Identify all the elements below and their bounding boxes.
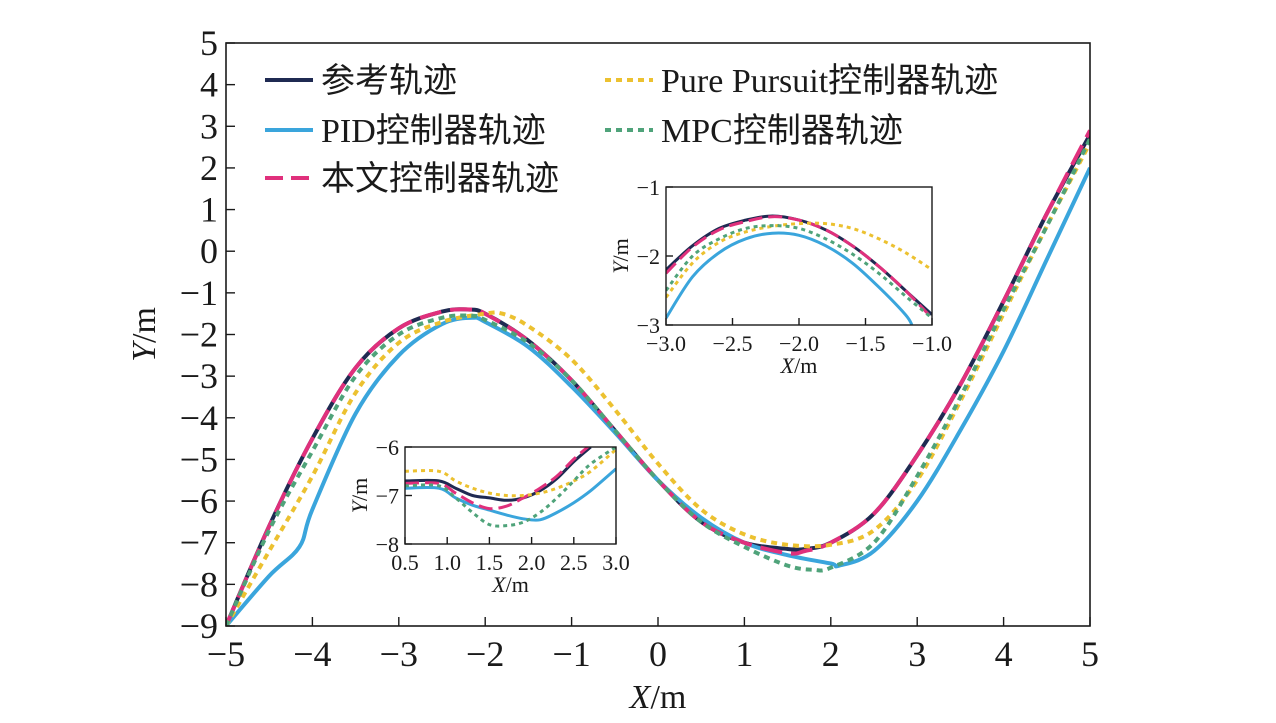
inset-peak-ytick-label: −3 bbox=[637, 313, 660, 338]
main-xtick-label: 4 bbox=[995, 634, 1013, 674]
main-ytick-label: −8 bbox=[180, 564, 218, 604]
main-xtick-label: −5 bbox=[207, 634, 245, 674]
main-ytick-label: 4 bbox=[200, 65, 218, 105]
main-ytick-label: 3 bbox=[200, 106, 218, 146]
main-xtick-label: 0 bbox=[649, 634, 667, 674]
inset-valley-background bbox=[405, 447, 616, 544]
main-ytick-label: 5 bbox=[200, 23, 218, 63]
main-xtick-label: 2 bbox=[822, 634, 840, 674]
inset-peak-y-axis-label: Y/m bbox=[608, 238, 633, 273]
main-ytick-label: 0 bbox=[200, 231, 218, 271]
inset-valley-x-axis-label: X/m bbox=[491, 572, 529, 597]
main-xtick-label: −4 bbox=[293, 634, 331, 674]
main-xtick-label: −1 bbox=[552, 634, 590, 674]
main-line-mpc bbox=[226, 137, 1090, 626]
main-xtick-label: 1 bbox=[735, 634, 753, 674]
inset-valley-ytick-label: −8 bbox=[376, 532, 399, 557]
legend-entry-pid: PID控制器轨迹 bbox=[265, 112, 546, 150]
legend-label-reference: 参考轨迹 bbox=[321, 62, 457, 100]
main-ytick-label: −1 bbox=[180, 273, 218, 313]
inset-peak-xtick-label: −3.0 bbox=[646, 331, 686, 356]
inset-valley-xtick-label: 2.5 bbox=[560, 550, 588, 575]
inset-valley-xtick-label: 0.5 bbox=[391, 550, 419, 575]
inset-valley-line-mpc bbox=[405, 447, 616, 528]
main-ytick-label: 2 bbox=[200, 148, 218, 188]
inset-peak-line-pid bbox=[666, 231, 914, 325]
inset-peak-x-axis-label: X/m bbox=[780, 353, 818, 378]
legend-label-pure-pursuit: Pure Pursuit控制器轨迹 bbox=[661, 62, 998, 100]
main-ytick-label: −2 bbox=[180, 315, 218, 355]
inset-peak-line-mpc bbox=[666, 224, 932, 320]
main-ytick-label: −5 bbox=[180, 439, 218, 479]
inset-peak-plot: −3.0 −2.5 −2.0 −1.5 −1.0 −3 −2 −1 X/m Y/m bbox=[608, 175, 952, 378]
inset-valley-y-axis-label: Y/m bbox=[347, 478, 372, 513]
inset-valley-xtick-label: 1.0 bbox=[433, 550, 461, 575]
legend-entry-pure-pursuit: Pure Pursuit控制器轨迹 bbox=[605, 62, 998, 100]
inset-valley-xtick-label: 3.0 bbox=[602, 550, 630, 575]
main-xtick-label: 3 bbox=[908, 634, 926, 674]
legend-label-mpc: MPC控制器轨迹 bbox=[661, 112, 903, 150]
inset-peak-line-proposed bbox=[666, 215, 932, 320]
inset-peak-xtick-label: −1.0 bbox=[912, 331, 952, 356]
main-series-group bbox=[226, 129, 1090, 626]
inset-peak-background bbox=[666, 187, 932, 325]
legend-label-proposed: 本文控制器轨迹 bbox=[321, 160, 559, 198]
legend-entry-mpc: MPC控制器轨迹 bbox=[605, 112, 903, 150]
inset-valley-line-proposed bbox=[405, 447, 591, 511]
main-background bbox=[226, 43, 1090, 626]
inset-peak-ytick-label: −1 bbox=[637, 175, 660, 200]
x-axis-label: X/m bbox=[628, 679, 687, 716]
main-plot: −5 −4 −3 −2 −1 0 1 2 3 4 5−9−8−7−6−5−4−3−2−1012345… bbox=[126, 23, 1099, 716]
inset-valley-xtick-label: 1.5 bbox=[476, 550, 504, 575]
inset-valley-ytick-label: −6 bbox=[376, 435, 399, 460]
main-ytick-label: −4 bbox=[180, 398, 218, 438]
legend-label-pid: PID控制器轨迹 bbox=[321, 112, 546, 150]
main-ytick-label: −6 bbox=[180, 481, 218, 521]
inset-valley-plot: 0.5 1.0 1.5 2.0 2.5 3.0 −8 −7 −6 X/m Y/m bbox=[347, 435, 630, 597]
inset-peak-line-pure-pursuit bbox=[666, 221, 932, 299]
inset-valley-xtick-label: 2.0 bbox=[518, 550, 546, 575]
inset-peak-xtick-label: −2.5 bbox=[713, 331, 753, 356]
inset-valley-line-pid bbox=[405, 467, 616, 522]
inset-peak-xtick-label: −1.5 bbox=[846, 331, 886, 356]
inset-valley-series-group bbox=[405, 447, 616, 528]
main-ytick-label: −7 bbox=[180, 523, 218, 563]
inset-valley-line-pure-pursuit bbox=[405, 448, 616, 498]
main-xtick-label: −2 bbox=[466, 634, 504, 674]
inset-peak-series-group bbox=[666, 214, 932, 325]
inset-valley-ytick-label: −7 bbox=[376, 484, 399, 509]
main-xtick-label: 5 bbox=[1081, 634, 1099, 674]
main-ytick-label: −3 bbox=[180, 356, 218, 396]
inset-peak-ytick-label: −2 bbox=[637, 244, 660, 269]
main-line-proposed bbox=[226, 129, 1090, 626]
inset-valley-line-reference bbox=[405, 447, 592, 502]
legend-entry-reference: 参考轨迹 bbox=[265, 62, 457, 100]
main-ytick-label: 1 bbox=[200, 190, 218, 230]
main-xtick-label: −3 bbox=[380, 634, 418, 674]
main-ytick-label: −9 bbox=[180, 606, 218, 646]
legend-entry-proposed: 本文控制器轨迹 bbox=[265, 160, 559, 198]
inset-peak-xtick-label: −2.0 bbox=[779, 331, 819, 356]
y-axis-label: Y/m bbox=[126, 307, 163, 362]
